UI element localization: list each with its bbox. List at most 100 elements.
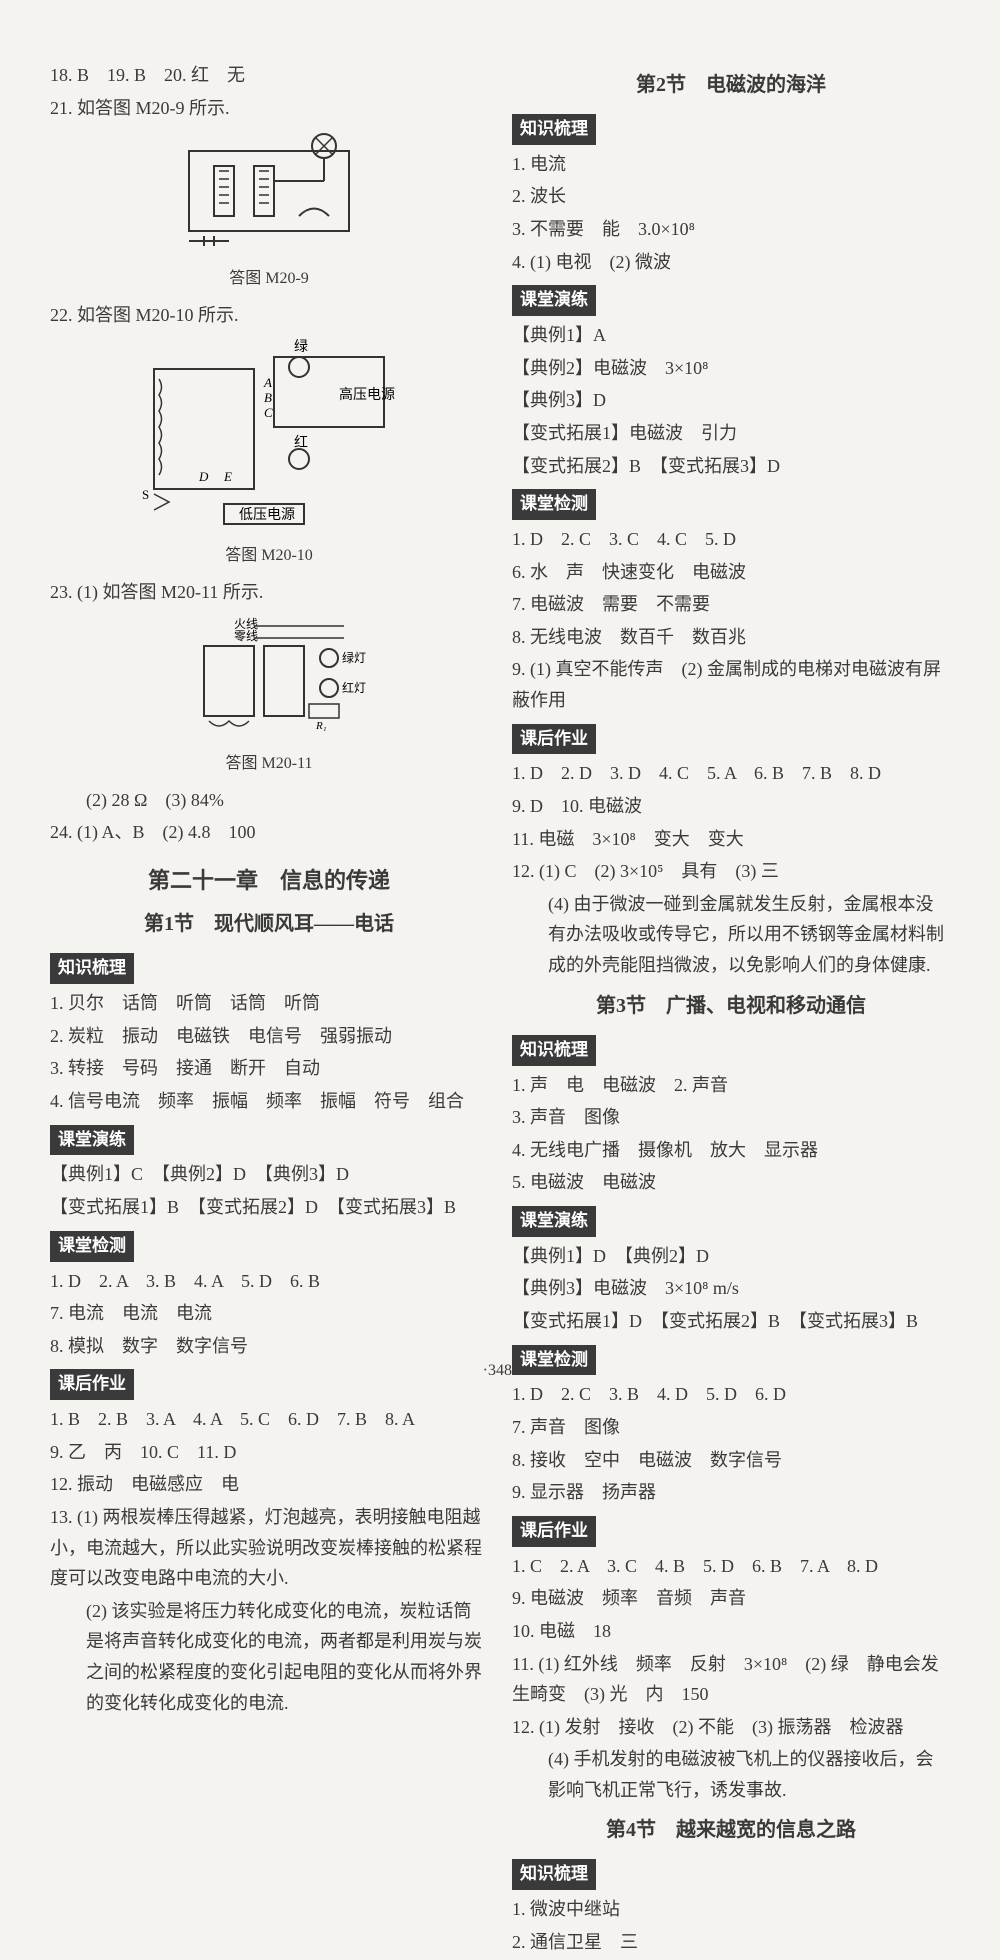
text-line: 【典例1】A bbox=[512, 320, 950, 351]
text-line: 11. (1) 红外线 频率 反射 3×10⁸ (2) 绿 静电会发生畸变 (3… bbox=[512, 1649, 950, 1710]
answer-line: 21. 如答图 M20-9 所示. bbox=[50, 93, 488, 124]
text-line: 12. 振动 电磁感应 电 bbox=[50, 1469, 488, 1500]
answer-line: 22. 如答图 M20-10 所示. bbox=[50, 300, 488, 331]
section-title: 第2节 电磁波的海洋 bbox=[512, 68, 950, 102]
heading-knowledge: 知识梳理 bbox=[512, 1035, 596, 1066]
text-line: 1. D 2. A 3. B 4. A 5. D 6. B bbox=[50, 1266, 488, 1297]
text-line: 8. 模拟 数字 数字信号 bbox=[50, 1331, 488, 1362]
text-line: 【典例1】C 【典例2】D 【典例3】D bbox=[50, 1159, 488, 1190]
left-column: 18. B 19. B 20. 红 无 21. 如答图 M20-9 所示. 答图… bbox=[50, 60, 488, 1960]
heading-homework: 课后作业 bbox=[512, 1516, 596, 1547]
page-content: 18. B 19. B 20. 红 无 21. 如答图 M20-9 所示. 答图… bbox=[50, 60, 950, 1960]
text-line: 【变式拓展2】B 【变式拓展3】D bbox=[512, 451, 950, 482]
text-line: 8. 接收 空中 电磁波 数字信号 bbox=[512, 1445, 950, 1476]
text-line: 1. B 2. B 3. A 4. A 5. C 6. D 7. B 8. A bbox=[50, 1404, 488, 1435]
svg-text:B: B bbox=[264, 390, 272, 405]
text-line: 2. 波长 bbox=[512, 181, 950, 212]
text-line: 1. D 2. C 3. C 4. C 5. D bbox=[512, 524, 950, 555]
text-line: 4. (1) 电视 (2) 微波 bbox=[512, 247, 950, 278]
text-line: (4) 由于微波一碰到金属就发生反射，金属根本没有办法吸收或传导它，所以用不锈钢… bbox=[512, 889, 950, 981]
heading-practice: 课堂演练 bbox=[512, 285, 596, 316]
text-line: 1. D 2. D 3. D 4. C 5. A 6. B 7. B 8. D bbox=[512, 758, 950, 789]
text-line: 【变式拓展1】D 【变式拓展2】B 【变式拓展3】B bbox=[512, 1306, 950, 1337]
text-line: 2. 炭粒 振动 电磁铁 电信号 强弱振动 bbox=[50, 1021, 488, 1052]
section-title: 第1节 现代顺风耳——电话 bbox=[50, 907, 488, 941]
heading-knowledge: 知识梳理 bbox=[512, 1859, 596, 1890]
text-line: (4) 手机发射的电磁波被飞机上的仪器接收后，会影响飞机正常飞行，诱发事故. bbox=[512, 1744, 950, 1805]
text-line: 3. 声音 图像 bbox=[512, 1102, 950, 1133]
text-line: 1. D 2. C 3. B 4. D 5. D 6. D bbox=[512, 1379, 950, 1410]
text-line: 1. 声 电 电磁波 2. 声音 bbox=[512, 1070, 950, 1101]
text-line: 【典例3】D bbox=[512, 385, 950, 416]
text-line: 1. 电流 bbox=[512, 149, 950, 180]
svg-text:绿灯: 绿灯 bbox=[342, 650, 366, 665]
svg-text:红灯: 红灯 bbox=[342, 680, 366, 695]
text-line: 9. D 10. 电磁波 bbox=[512, 791, 950, 822]
figure-caption: 答图 M20-10 bbox=[50, 542, 488, 569]
svg-text:低压电源: 低压电源 bbox=[239, 507, 295, 523]
svg-text:R₁: R₁ bbox=[315, 720, 327, 732]
text-line: 【变式拓展1】B 【变式拓展2】D 【变式拓展3】B bbox=[50, 1192, 488, 1223]
text-line: 4. 信号电流 频率 振幅 频率 振幅 符号 组合 bbox=[50, 1086, 488, 1117]
text-line: 8. 无线电波 数百千 数百兆 bbox=[512, 622, 950, 653]
text-line: 1. 微波中继站 bbox=[512, 1894, 950, 1925]
right-column: 第2节 电磁波的海洋 知识梳理 1. 电流 2. 波长 3. 不需要 能 3.0… bbox=[512, 60, 950, 1960]
section-title: 第3节 广播、电视和移动通信 bbox=[512, 989, 950, 1023]
figure-m20-10: 绿 高压电源 A B C 红 D E S 低压电源 答图 M20-10 bbox=[50, 339, 488, 570]
text-line: 【典例2】电磁波 3×10⁸ bbox=[512, 353, 950, 384]
answer-line: 24. (1) A、B (2) 4.8 100 bbox=[50, 817, 488, 848]
svg-text:高压电源: 高压电源 bbox=[339, 386, 395, 403]
heading-homework: 课后作业 bbox=[512, 724, 596, 755]
text-line: 13. (1) 两根炭棒压得越紧，灯泡越亮，表明接触电阻越小，电流越大，所以此实… bbox=[50, 1502, 488, 1594]
heading-test: 课堂检测 bbox=[512, 489, 596, 520]
text-line: 【典例1】D 【典例2】D bbox=[512, 1241, 950, 1272]
text-line: 3. 不需要 能 3.0×10⁸ bbox=[512, 214, 950, 245]
text-line: 1. C 2. A 3. C 4. B 5. D 6. B 7. A 8. D bbox=[512, 1551, 950, 1582]
text-line: 3. 转接 号码 接通 断开 自动 bbox=[50, 1053, 488, 1084]
heading-practice: 课堂演练 bbox=[512, 1206, 596, 1237]
chapter-title: 第二十一章 信息的传递 bbox=[50, 862, 488, 899]
text-line: 7. 声音 图像 bbox=[512, 1412, 950, 1443]
heading-test: 课堂检测 bbox=[50, 1231, 134, 1262]
section-title: 第4节 越来越宽的信息之路 bbox=[512, 1813, 950, 1847]
text-line: 【典例3】电磁波 3×10⁸ m/s bbox=[512, 1273, 950, 1304]
text-line: 11. 电磁 3×10⁸ 变大 变大 bbox=[512, 824, 950, 855]
circuit-diagram-icon: 绿 高压电源 A B C 红 D E S 低压电源 bbox=[124, 339, 414, 529]
figure-caption: 答图 M20-11 bbox=[50, 750, 488, 777]
svg-text:绿: 绿 bbox=[294, 339, 308, 355]
text-line: 12. (1) C (2) 3×10⁵ 具有 (3) 三 bbox=[512, 856, 950, 887]
text-line: 5. 电磁波 电磁波 bbox=[512, 1167, 950, 1198]
answer-line: 23. (1) 如答图 M20-11 所示. bbox=[50, 577, 488, 608]
text-line: 6. 水 声 快速变化 电磁波 bbox=[512, 557, 950, 588]
svg-text:C: C bbox=[264, 405, 273, 420]
text-line: 9. (1) 真空不能传声 (2) 金属制成的电梯对电磁波有屏蔽作用 bbox=[512, 654, 950, 715]
figure-m20-11: 火线 零线 绿灯 红灯 R₁ 答图 M20-11 bbox=[50, 616, 488, 777]
heading-practice: 课堂演练 bbox=[50, 1125, 134, 1156]
text-line: 9. 乙 丙 10. C 11. D bbox=[50, 1437, 488, 1468]
svg-text:零线: 零线 bbox=[234, 629, 258, 643]
figure-m20-9: 答图 M20-9 bbox=[50, 131, 488, 292]
svg-text:E: E bbox=[223, 469, 232, 484]
figure-caption: 答图 M20-9 bbox=[50, 265, 488, 292]
text-line: (2) 该实验是将压力转化成变化的电流，炭粒话筒是将声音转化成变化的电流，两者都… bbox=[50, 1596, 488, 1718]
text-line: 10. 电磁 18 bbox=[512, 1616, 950, 1647]
page-number: ·348· bbox=[0, 1362, 1000, 1380]
heading-knowledge: 知识梳理 bbox=[50, 953, 134, 984]
answer-line: (2) 28 Ω (3) 84% bbox=[50, 785, 488, 816]
text-line: 12. (1) 发射 接收 (2) 不能 (3) 振荡器 检波器 bbox=[512, 1712, 950, 1743]
answer-line: 18. B 19. B 20. 红 无 bbox=[50, 60, 488, 91]
text-line: 7. 电磁波 需要 不需要 bbox=[512, 589, 950, 620]
text-line: 2. 通信卫星 三 bbox=[512, 1927, 950, 1958]
text-line: 7. 电流 电流 电流 bbox=[50, 1298, 488, 1329]
text-line: 9. 显示器 扬声器 bbox=[512, 1477, 950, 1508]
circuit-diagram-icon: 火线 零线 绿灯 红灯 R₁ bbox=[144, 616, 394, 736]
text-line: 1. 贝尔 话筒 听筒 话筒 听筒 bbox=[50, 988, 488, 1019]
svg-text:S: S bbox=[142, 487, 149, 502]
text-line: 4. 无线电广播 摄像机 放大 显示器 bbox=[512, 1135, 950, 1166]
text-line: 【变式拓展1】电磁波 引力 bbox=[512, 418, 950, 449]
circuit-diagram-icon bbox=[159, 131, 379, 251]
svg-text:D: D bbox=[198, 469, 209, 484]
heading-knowledge: 知识梳理 bbox=[512, 114, 596, 145]
svg-text:A: A bbox=[263, 375, 272, 390]
text-line: 9. 电磁波 频率 音频 声音 bbox=[512, 1583, 950, 1614]
